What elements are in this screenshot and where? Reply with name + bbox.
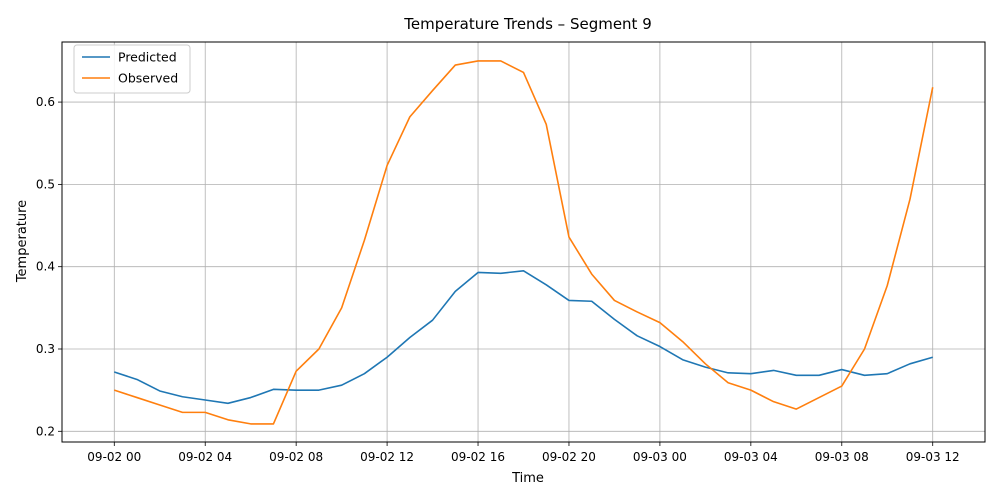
y-tick-label: 0.5	[36, 177, 55, 191]
y-axis-ticks: 0.2 0.3 0.4 0.5 0.6	[36, 95, 62, 438]
x-tick-label: 09-02 12	[360, 450, 414, 464]
y-tick-label: 0.2	[36, 424, 55, 438]
chart-title: Temperature Trends – Segment 9	[403, 15, 652, 33]
x-tick-label: 09-02 00	[87, 450, 141, 464]
y-tick-label: 0.3	[36, 342, 55, 356]
x-tick-label: 09-02 16	[451, 450, 505, 464]
x-axis-label: Time	[511, 471, 544, 486]
x-tick-label: 09-03 08	[815, 450, 869, 464]
y-tick-label: 0.6	[36, 95, 55, 109]
plot-area-frame	[61, 41, 986, 443]
y-tick-label: 0.4	[36, 260, 55, 274]
x-tick-label: 09-03 12	[906, 450, 960, 464]
series-lines	[114, 60, 934, 425]
series-line-predicted	[114, 270, 933, 405]
x-tick-label: 09-02 20	[542, 450, 596, 464]
grid-lines	[62, 42, 985, 442]
x-axis-ticks: 09-02 00 09-02 04 09-02 08 09-02 12 09-02 16…	[87, 442, 960, 464]
x-tick-label: 09-03 04	[724, 450, 778, 464]
x-tick-label: 09-02 04	[178, 450, 232, 464]
x-tick-label: 09-02 08	[269, 450, 323, 464]
x-tick-label: 09-03 00	[633, 450, 687, 464]
y-axis-label: Temperature	[15, 200, 30, 283]
series-line-observed	[114, 60, 934, 425]
legend: Predicted Observed	[73, 44, 191, 94]
legend-label: Observed	[118, 71, 178, 86]
legend-label: Predicted	[118, 50, 177, 65]
